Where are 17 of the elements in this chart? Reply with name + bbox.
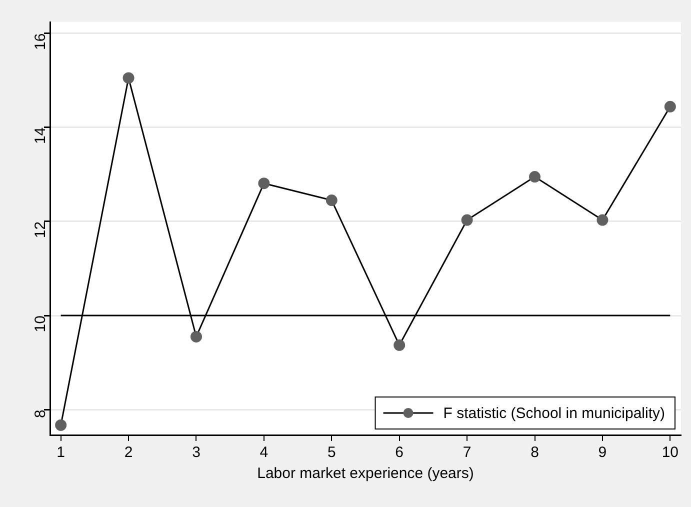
- y-tick-label: 10: [32, 316, 50, 332]
- y-tick-label: 16: [32, 33, 50, 50]
- y-tick-label: 12: [32, 221, 50, 238]
- x-tick-label: 3: [192, 444, 200, 462]
- x-tick-label: 9: [598, 444, 607, 462]
- y-tick-label: 8: [32, 410, 50, 418]
- x-axis-title: Labor market experience (years): [257, 465, 474, 482]
- x-tick-label: 6: [395, 444, 404, 462]
- x-tick-label: 1: [56, 444, 66, 462]
- x-tick-label: 8: [530, 444, 539, 462]
- legend-label: F statistic (School in municipality): [443, 405, 666, 422]
- x-tick-label: 7: [462, 444, 472, 462]
- x-tick-label: 5: [327, 444, 336, 462]
- x-tick-label: 10: [662, 444, 679, 462]
- x-tick-label: 2: [124, 444, 133, 462]
- x-tick-label: 4: [260, 444, 268, 462]
- y-tick-label: 14: [32, 127, 50, 144]
